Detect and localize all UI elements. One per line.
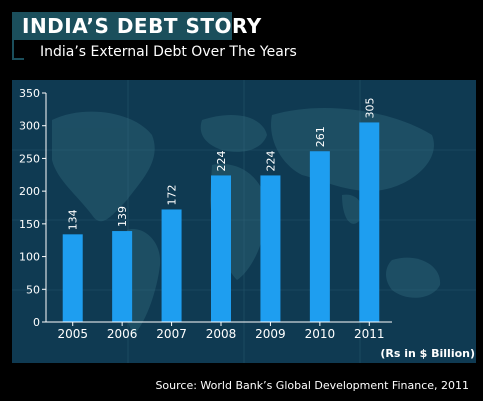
x-tick-label: 2010 bbox=[305, 327, 336, 341]
bar bbox=[260, 175, 281, 322]
title-banner: INDIA’S DEBT STORY bbox=[12, 12, 261, 40]
bar bbox=[161, 209, 182, 322]
x-tick-label: 2011 bbox=[354, 327, 385, 341]
bar bbox=[62, 234, 83, 322]
page-title: INDIA’S DEBT STORY bbox=[22, 14, 262, 38]
x-tick-label: 2008 bbox=[206, 327, 237, 341]
bar bbox=[359, 122, 380, 322]
bar bbox=[211, 175, 231, 322]
bar-value-label: 139 bbox=[116, 206, 129, 227]
y-tick-label: 300 bbox=[19, 120, 40, 133]
chart-panel bbox=[12, 80, 476, 363]
bar bbox=[309, 151, 330, 322]
bar-value-label: 172 bbox=[166, 184, 179, 205]
y-tick-label: 50 bbox=[26, 283, 40, 296]
source-note: Source: World Bank’s Global Development … bbox=[155, 379, 469, 392]
chart-subtitle: India’s External Debt Over The Years bbox=[40, 44, 297, 60]
y-tick-label: 0 bbox=[33, 316, 40, 329]
bar-value-label: 305 bbox=[363, 97, 376, 118]
x-axis: 2005 2006 2007 2008 2009 2010 2011 bbox=[46, 321, 392, 341]
bars: 134 139 172 224 224 261 305 bbox=[62, 97, 380, 322]
y-tick-label: 200 bbox=[19, 185, 40, 198]
unit-note: (Rs in $ Billion) bbox=[380, 347, 475, 360]
bar-value-label: 261 bbox=[314, 126, 327, 147]
y-tick-label: 150 bbox=[19, 218, 40, 231]
title-bracket-decoration bbox=[12, 40, 24, 60]
y-tick-label: 350 bbox=[19, 87, 40, 100]
x-tick-label: 2005 bbox=[57, 327, 88, 341]
x-tick-label: 2009 bbox=[255, 327, 286, 341]
y-axis: 0 50 100 150 200 250 300 350 bbox=[19, 87, 47, 329]
x-tick-label: 2007 bbox=[156, 327, 187, 341]
y-tick-label: 100 bbox=[19, 251, 40, 264]
x-tick-label: 2006 bbox=[107, 327, 138, 341]
bar-value-label: 224 bbox=[215, 150, 228, 171]
bar bbox=[112, 231, 133, 322]
y-tick-label: 250 bbox=[19, 152, 40, 165]
bar-value-label: 224 bbox=[264, 150, 277, 171]
bar-value-label: 134 bbox=[67, 209, 80, 230]
